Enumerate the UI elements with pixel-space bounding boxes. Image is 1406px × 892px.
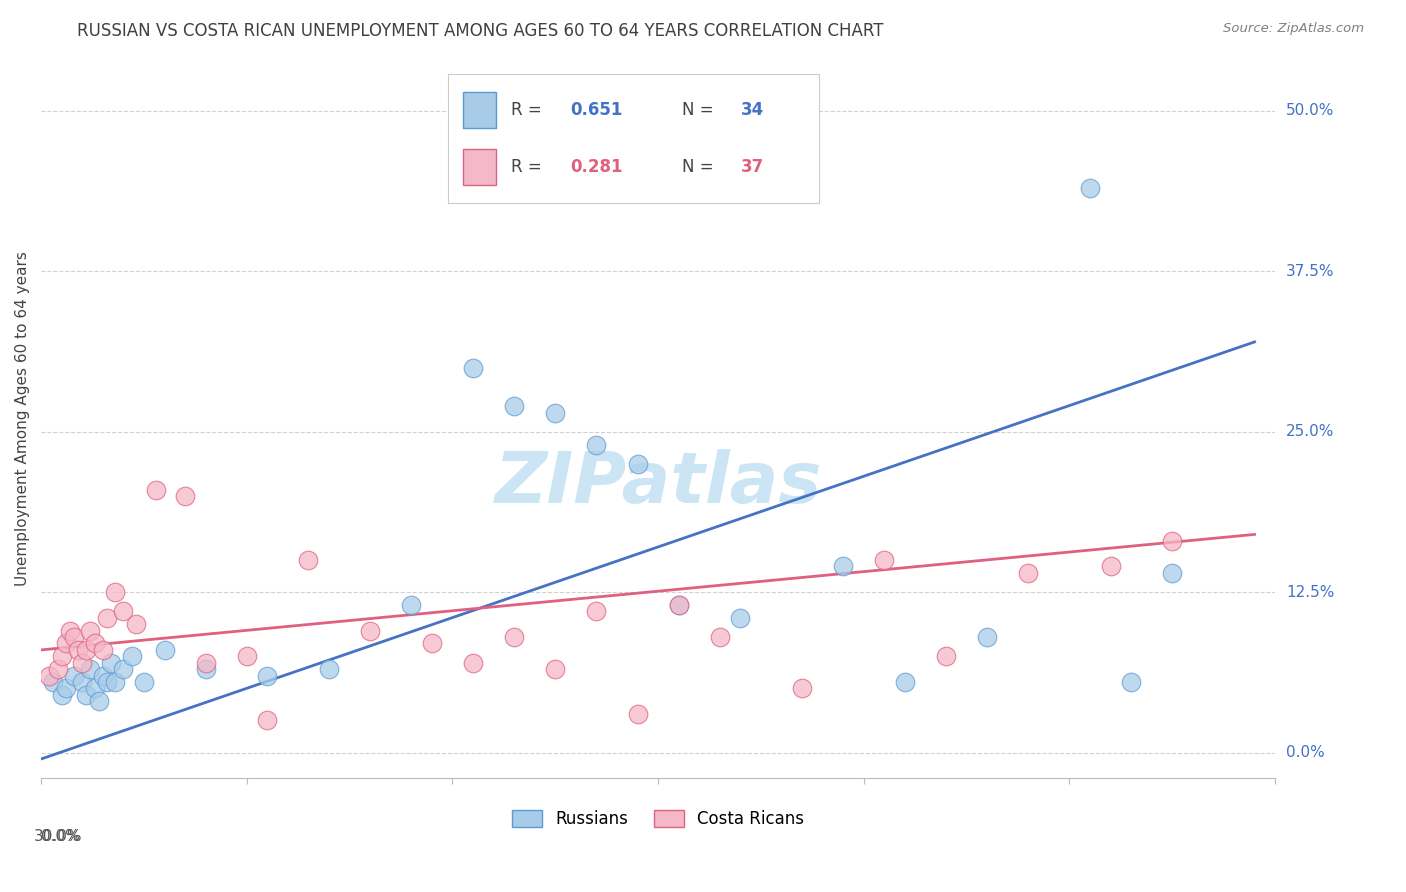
Point bbox=[873, 553, 896, 567]
Point bbox=[544, 405, 567, 419]
Point bbox=[70, 675, 93, 690]
Point bbox=[83, 681, 105, 696]
Point bbox=[461, 360, 484, 375]
Text: 0.0%: 0.0% bbox=[41, 829, 80, 844]
Point bbox=[420, 636, 443, 650]
Point bbox=[46, 662, 69, 676]
Point bbox=[1161, 566, 1184, 580]
Point bbox=[59, 624, 82, 638]
Point bbox=[935, 649, 957, 664]
Legend: Russians, Costa Ricans: Russians, Costa Ricans bbox=[506, 803, 811, 835]
Text: 0.0%: 0.0% bbox=[1286, 745, 1324, 760]
Point bbox=[132, 675, 155, 690]
Point bbox=[626, 707, 648, 722]
Point bbox=[121, 649, 143, 664]
Point bbox=[63, 630, 86, 644]
Point bbox=[194, 662, 217, 676]
Point bbox=[1099, 559, 1122, 574]
Point bbox=[55, 636, 77, 650]
Point bbox=[51, 649, 73, 664]
Point bbox=[125, 617, 148, 632]
Point bbox=[55, 681, 77, 696]
Point bbox=[75, 688, 97, 702]
Point bbox=[42, 675, 65, 690]
Point bbox=[75, 643, 97, 657]
Point bbox=[194, 656, 217, 670]
Point bbox=[256, 668, 278, 682]
Point bbox=[38, 668, 60, 682]
Point bbox=[91, 643, 114, 657]
Point bbox=[104, 585, 127, 599]
Point bbox=[709, 630, 731, 644]
Point bbox=[100, 656, 122, 670]
Point bbox=[359, 624, 381, 638]
Point bbox=[256, 714, 278, 728]
Text: ZIPatlas: ZIPatlas bbox=[495, 449, 823, 517]
Point bbox=[70, 656, 93, 670]
Point bbox=[83, 636, 105, 650]
Point bbox=[790, 681, 813, 696]
Point bbox=[87, 694, 110, 708]
Y-axis label: Unemployment Among Ages 60 to 64 years: Unemployment Among Ages 60 to 64 years bbox=[15, 252, 30, 586]
Point bbox=[461, 656, 484, 670]
Point bbox=[96, 675, 118, 690]
Point bbox=[91, 668, 114, 682]
Point bbox=[832, 559, 855, 574]
Point bbox=[894, 675, 917, 690]
Point bbox=[585, 604, 607, 618]
Point bbox=[145, 483, 167, 497]
Point bbox=[503, 399, 526, 413]
Point bbox=[503, 630, 526, 644]
Point bbox=[668, 598, 690, 612]
Point bbox=[236, 649, 259, 664]
Point bbox=[976, 630, 998, 644]
Text: 25.0%: 25.0% bbox=[1286, 425, 1334, 439]
Point bbox=[67, 643, 90, 657]
Point bbox=[96, 611, 118, 625]
Point bbox=[79, 624, 101, 638]
Point bbox=[153, 643, 176, 657]
Point bbox=[51, 688, 73, 702]
Text: Source: ZipAtlas.com: Source: ZipAtlas.com bbox=[1223, 22, 1364, 36]
Text: 12.5%: 12.5% bbox=[1286, 584, 1334, 599]
Point bbox=[401, 598, 423, 612]
Point bbox=[297, 553, 319, 567]
Point bbox=[112, 662, 135, 676]
Text: 50.0%: 50.0% bbox=[1286, 103, 1334, 119]
Point bbox=[79, 662, 101, 676]
Point bbox=[1161, 533, 1184, 548]
Text: RUSSIAN VS COSTA RICAN UNEMPLOYMENT AMONG AGES 60 TO 64 YEARS CORRELATION CHART: RUSSIAN VS COSTA RICAN UNEMPLOYMENT AMON… bbox=[77, 22, 884, 40]
Point bbox=[585, 437, 607, 451]
Point bbox=[668, 598, 690, 612]
Point bbox=[1017, 566, 1039, 580]
Point bbox=[318, 662, 340, 676]
Point bbox=[63, 668, 86, 682]
Point bbox=[104, 675, 127, 690]
Point bbox=[1121, 675, 1143, 690]
Point bbox=[626, 457, 648, 471]
Point bbox=[544, 662, 567, 676]
Point bbox=[112, 604, 135, 618]
Text: 37.5%: 37.5% bbox=[1286, 264, 1334, 279]
Point bbox=[730, 611, 752, 625]
Text: 30.0%: 30.0% bbox=[34, 829, 82, 844]
Point bbox=[1078, 181, 1101, 195]
Point bbox=[174, 489, 197, 503]
